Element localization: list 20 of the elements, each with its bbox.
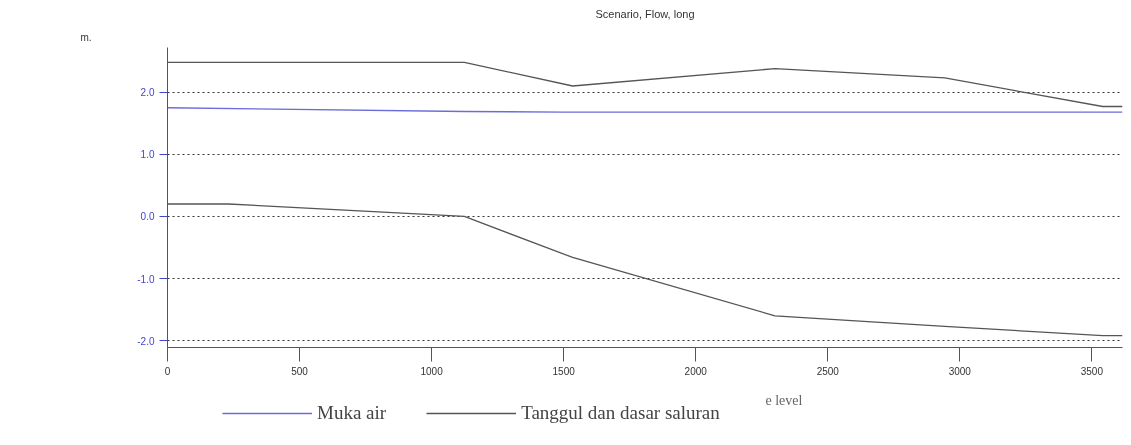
y-tick-label: 0.0 xyxy=(140,211,155,223)
line-series xyxy=(167,203,1123,337)
x-tick-label: 3500 xyxy=(1080,365,1104,377)
line-series xyxy=(167,61,1123,108)
x-tick-label: 1500 xyxy=(552,365,576,377)
x-tick-label: 2500 xyxy=(816,365,840,377)
y-tick-label: -2.0 xyxy=(137,335,155,347)
y-tick-label: -1.0 xyxy=(137,273,155,285)
y-tick-label: 2.0 xyxy=(140,87,155,99)
text: e level xyxy=(765,392,803,408)
x-tick-label: 500 xyxy=(291,365,309,377)
chart-title: Scenario, Flow, long xyxy=(595,7,695,20)
x-tick-label: 0 xyxy=(164,365,171,377)
x-tick-label: 3000 xyxy=(948,365,972,377)
legend-label: Tanggul dan dasar saluran xyxy=(521,402,720,424)
x-tick-label: 2000 xyxy=(684,365,708,377)
x-tick-label: 1000 xyxy=(420,365,444,377)
legend-label: Muka air xyxy=(317,402,387,424)
y-tick-label: 1.0 xyxy=(140,149,155,161)
y-axis-title: m. xyxy=(80,31,92,43)
